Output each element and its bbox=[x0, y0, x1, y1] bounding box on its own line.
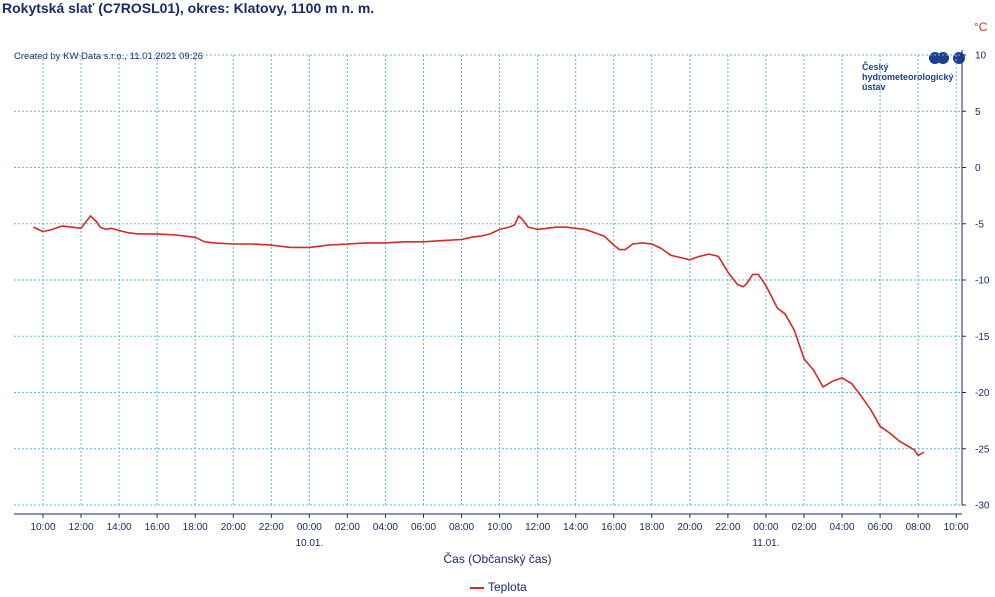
y-axis-unit: °C bbox=[974, 20, 988, 34]
x-tick-label: 08:00 bbox=[906, 522, 931, 533]
y-tick-label: -25 bbox=[975, 444, 990, 455]
x-tick-label: 18:00 bbox=[639, 522, 664, 533]
x-tick-label: 16:00 bbox=[601, 522, 626, 533]
x-axis-title: Čas (Občanský čas) bbox=[443, 552, 552, 566]
x-tick-label: 22:00 bbox=[259, 522, 284, 533]
x-tick-label: 02:00 bbox=[335, 522, 360, 533]
x-tick-label: 02:00 bbox=[791, 522, 816, 533]
legend-label: Teplota bbox=[488, 580, 527, 594]
grid-lines bbox=[14, 54, 962, 506]
x-tick-label: 14:00 bbox=[107, 522, 132, 533]
x-tick-label: 04:00 bbox=[373, 522, 398, 533]
x-tick-label: 00:00 bbox=[297, 522, 322, 533]
series-layer bbox=[33, 215, 925, 457]
date-labels: 10.01. 11.01. bbox=[295, 538, 779, 549]
x-tick-label: 20:00 bbox=[221, 522, 246, 533]
y-tick-label: -15 bbox=[975, 332, 990, 343]
y-tick-label: 5 bbox=[975, 107, 981, 118]
y-tick-label: -10 bbox=[975, 276, 990, 287]
y-tick-label: -20 bbox=[975, 388, 990, 399]
logo-line-3: ústav bbox=[862, 82, 886, 92]
x-tick-label: 10:00 bbox=[944, 522, 969, 533]
logo-line-2: hydrometeorologický bbox=[862, 72, 954, 82]
y-tick-label: -30 bbox=[975, 501, 990, 512]
x-tick-label: 22:00 bbox=[715, 522, 740, 533]
legend-swatch bbox=[470, 586, 484, 589]
x-tick-label: 14:00 bbox=[563, 522, 588, 533]
x-tick-label: 20:00 bbox=[677, 522, 702, 533]
page-title: Rokytská slať (C7ROSL01), okres: Klatovy… bbox=[2, 0, 375, 16]
legend: Teplota bbox=[470, 580, 527, 594]
logo-text: Český hydrometeorologický ústav bbox=[862, 62, 954, 92]
logo-line-1: Český bbox=[862, 62, 889, 72]
x-tick-label: 16:00 bbox=[145, 522, 170, 533]
y-tick-label: -5 bbox=[975, 219, 984, 230]
date-label: 11.01. bbox=[752, 538, 779, 549]
date-label: 10.01. bbox=[295, 538, 323, 549]
x-tick-label: 00:00 bbox=[753, 522, 778, 533]
x-tick-label: 04:00 bbox=[830, 522, 855, 533]
x-tick-label: 06:00 bbox=[411, 522, 436, 533]
x-tick-labels: 10:00 12:00 14:00 16:00 18:00 20:00 22:00 00:00… bbox=[30, 522, 969, 533]
x-tick-label: 18:00 bbox=[183, 522, 208, 533]
x-tick-label: 10:00 bbox=[487, 522, 512, 533]
x-tick-label: 12:00 bbox=[69, 522, 94, 533]
x-tick-label: 12:00 bbox=[525, 522, 550, 533]
x-tick-label: 06:00 bbox=[868, 522, 893, 533]
x-tick-label: 10:00 bbox=[30, 522, 55, 533]
y-tick-label: 10 bbox=[975, 51, 987, 62]
y-tick-labels: 10 5 0 -5 -10 -15 -20 -25 -30 bbox=[975, 51, 990, 512]
created-by-label: Created by KW Data s.r.o., 11.01.2021 09… bbox=[14, 51, 203, 62]
y-tick-label: 0 bbox=[975, 163, 981, 174]
x-tick-label: 08:00 bbox=[449, 522, 474, 533]
axes bbox=[14, 50, 966, 518]
series-line-teplota bbox=[33, 215, 925, 457]
